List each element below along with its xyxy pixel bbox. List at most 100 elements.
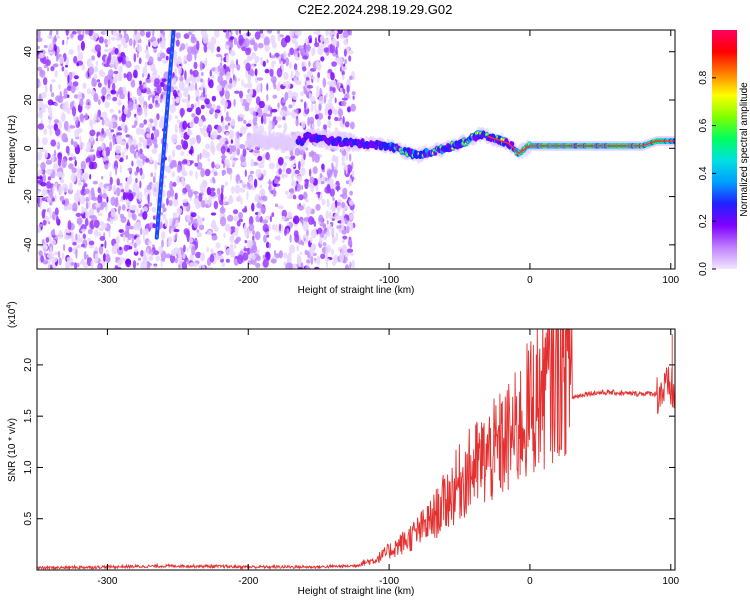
noise-blob <box>95 137 98 142</box>
noise-blob <box>104 101 110 109</box>
noise-blob <box>142 211 148 220</box>
noise-blob <box>109 220 114 224</box>
noise-blob <box>255 262 261 268</box>
noise-blob <box>103 48 110 53</box>
page-title: C2E2.2024.298.19.29.G02 <box>297 2 453 17</box>
noise-blob <box>193 116 200 124</box>
noise-blob <box>294 40 298 50</box>
y-tick-label: 20 <box>23 94 34 106</box>
noise-blob <box>245 69 248 79</box>
noise-blob <box>196 40 200 51</box>
noise-blob <box>288 104 293 109</box>
noise-blob <box>66 256 72 262</box>
noise-blob <box>174 192 178 200</box>
noise-blob <box>157 85 162 94</box>
noise-blob <box>197 217 200 222</box>
noise-blob <box>99 236 106 241</box>
noise-blob <box>149 156 153 163</box>
noise-blob <box>81 64 86 71</box>
noise-blob <box>306 70 313 78</box>
noise-blob <box>172 97 176 108</box>
noise-blob <box>96 132 99 138</box>
noise-blob <box>207 230 213 236</box>
noise-blob <box>308 60 311 68</box>
noise-blob <box>252 110 256 118</box>
noise-blob <box>194 162 198 167</box>
noise-blob <box>279 109 286 117</box>
noise-blob <box>273 178 279 184</box>
noise-blob <box>331 38 337 46</box>
noise-blob <box>166 197 169 206</box>
noise-blob <box>348 177 352 188</box>
noise-blob <box>186 247 189 252</box>
noise-blob <box>39 200 42 209</box>
noise-blob <box>309 236 313 243</box>
noise-blob <box>113 70 119 75</box>
noise-blob <box>216 46 221 53</box>
noise-blob <box>173 247 179 254</box>
noise-blob <box>60 178 65 184</box>
noise-blob <box>38 99 42 104</box>
linear-track-core <box>156 30 175 238</box>
noise-blob <box>331 248 334 256</box>
noise-blob <box>298 108 301 113</box>
noise-blob <box>98 221 105 226</box>
noise-blob <box>43 128 47 136</box>
noise-blob <box>49 168 53 174</box>
noise-blob <box>230 243 234 249</box>
noise-blob <box>37 150 43 160</box>
noise-blob <box>152 223 157 229</box>
noise-blob <box>125 134 131 138</box>
noise-blob <box>117 56 124 63</box>
noise-blob <box>339 87 343 93</box>
noise-blob <box>163 184 166 188</box>
noise-blob <box>227 197 234 205</box>
noise-blob <box>286 222 290 226</box>
noise-blob <box>231 67 234 75</box>
noise-blob <box>185 42 189 50</box>
noise-blob <box>152 215 156 220</box>
noise-blob <box>108 96 112 101</box>
noise-blob <box>255 168 262 178</box>
noise-blob <box>224 90 230 100</box>
noise-blob <box>260 206 266 214</box>
noise-blob <box>115 145 122 154</box>
noise-blob <box>244 169 247 177</box>
noise-blob <box>259 215 263 223</box>
noise-blob <box>206 246 210 253</box>
noise-blob <box>116 91 119 98</box>
noise-blob <box>284 190 289 196</box>
noise-blob <box>325 92 328 98</box>
noise-blob <box>58 185 63 195</box>
noise-blob <box>327 108 333 116</box>
noise-blob <box>230 139 234 144</box>
noise-blob <box>331 61 337 67</box>
noise-blob <box>128 38 133 47</box>
noise-blob <box>311 123 315 129</box>
noise-blob <box>236 64 241 71</box>
noise-blob <box>200 168 205 178</box>
noise-blob <box>165 253 171 259</box>
noise-blob <box>66 36 69 40</box>
snr-axes: -300 -200 -100 0 100 0.5 1.0 1.5 2.0 Height of st… <box>6 301 680 597</box>
noise-blob <box>310 184 315 193</box>
noise-blob <box>153 171 157 178</box>
noise-blob <box>289 47 295 56</box>
noise-blob <box>72 241 77 246</box>
noise-blob <box>226 71 231 80</box>
noise-blob <box>341 201 346 208</box>
noise-blob <box>307 43 310 53</box>
noise-blob <box>262 258 269 268</box>
noise-blob <box>68 157 73 161</box>
noise-blob <box>196 203 202 208</box>
noise-blob <box>332 196 335 201</box>
y-scale-exponent: 4 <box>6 305 13 309</box>
noise-blob <box>225 132 230 136</box>
noise-blob <box>138 204 142 209</box>
noise-blob <box>235 30 239 36</box>
y-tick-label: 40 <box>23 46 34 58</box>
x-tick-label: -200 <box>238 275 258 286</box>
noise-blob <box>341 229 347 235</box>
noise-blob <box>225 41 232 46</box>
noise-blob <box>118 30 122 34</box>
